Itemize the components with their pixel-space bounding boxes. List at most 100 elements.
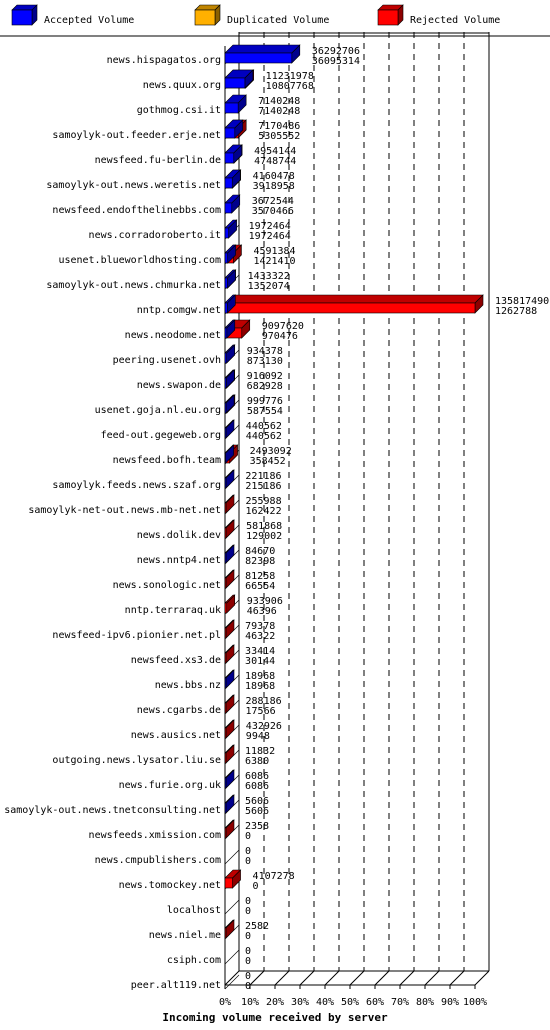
value-accepted: 7140248 [258,106,300,117]
value-total: 33414 [245,646,275,657]
bar-accepted [224,244,237,264]
value-accepted: 1262788 [495,306,537,317]
category-label: usenet.blueworldhosting.com [58,255,221,266]
value-total: 4591384 [253,246,295,257]
bar-accepted [224,344,236,364]
bar-rejected [224,644,235,664]
bar-accepted [224,369,235,389]
category-label: samoylyk-out.feeder.erje.net [52,130,221,141]
category-label: news.swapon.de [137,380,221,391]
x-axis-title: Incoming volume received by server [162,1011,388,1024]
category-label: outgoing.news.lysator.liu.se [52,755,221,766]
bar-rejected [224,294,484,314]
bar-accepted [224,544,235,564]
category-label: news.bbs.nz [155,680,221,691]
value-accepted: 66554 [245,581,275,592]
category-label: news.quux.org [143,80,221,91]
bar-accepted [224,794,235,814]
bar-accepted [224,294,237,314]
x-tick-label-7: 70% [391,997,409,1008]
value-accepted: 215186 [245,481,281,492]
value-total: 81258 [245,571,275,582]
category-labels: news.hispagatos.org news.quux.org gothmog.… [4,55,221,991]
category-label: usenet.goja.nl.eu.org [95,405,221,416]
row-depth-line [224,974,240,990]
legend-label-3: Rejected Volume [410,15,500,26]
value-accepted: 440562 [246,431,282,442]
bar-rejected [224,819,235,839]
category-label: news.nntp4.net [137,555,221,566]
value-total: 11231978 [266,71,314,82]
category-label: news.furie.org.uk [119,780,221,791]
value-accepted: 0 [245,856,251,867]
value-total: 2358 [245,821,269,832]
value-total: 2582 [245,921,269,932]
category-label: news.cgarbs.de [137,705,221,716]
x-axis: 0% 10% 20% 30% 40% 50% 60% 70% 80% 90% 100% [219,970,490,1008]
bar-rejected [224,569,235,589]
bar-accepted [224,44,301,64]
value-total: 0 [245,896,251,907]
x-tick-label-9: 90% [441,997,459,1008]
category-label: nntp.comgw.net [137,305,221,316]
value-total: 0 [245,946,251,957]
category-label: news.niel.me [149,930,221,941]
bar-accepted [224,269,237,289]
value-total: 934378 [247,346,283,357]
value-accepted: 46396 [247,606,277,617]
value-accepted: 46322 [245,631,275,642]
bar-rejected [224,869,242,889]
category-label: nntp.terraraq.uk [125,605,221,616]
value-accepted: 36095314 [312,56,360,67]
value-accepted: 6380 [245,756,269,767]
value-total: 7140248 [258,96,300,107]
floor-tick-1 [249,970,265,986]
value-accepted: 873130 [247,356,283,367]
value-accepted: 1972464 [249,231,291,242]
value-accepted: 30144 [245,656,275,667]
category-label: news.sonologic.net [113,580,221,591]
bar-rejected [224,594,236,614]
value-total: 0 [245,846,251,857]
value-accepted: 0 [245,906,251,917]
value-total: 221186 [245,471,281,482]
value-accepted: 6086 [245,781,269,792]
x-tick-label-2: 20% [266,997,284,1008]
x-tick-label-10: 100% [463,997,487,1008]
x-tick-label-8: 80% [416,997,434,1008]
value-accepted: 5606 [245,806,269,817]
value-accepted: 970476 [262,331,298,342]
value-total: 84670 [245,546,275,557]
value-accepted: 1352074 [248,281,290,292]
legend-label-1: Accepted Volume [44,15,134,26]
bar-rejected [224,694,235,714]
value-accepted: 18968 [245,681,275,692]
x-tick-label-4: 40% [316,997,334,1008]
floor-tick-3 [299,970,315,986]
value-accepted: 9948 [246,731,270,742]
value-accepted: 5305552 [258,131,300,142]
bar-accepted [224,194,241,214]
bar-accepted [224,169,241,189]
value-total: 7170486 [258,121,300,132]
category-label: news.neodome.net [125,330,221,341]
value-accepted: 82398 [245,556,275,567]
x-tick-label-1: 10% [241,997,259,1008]
category-label: newsfeed.fu-berlin.de [95,155,221,166]
x-tick-label-0: 0% [219,997,231,1008]
x-tick-label-6: 60% [366,997,384,1008]
value-accepted: 162422 [245,506,281,517]
floor-tick-4 [324,970,340,986]
category-label: gothmog.csi.it [137,105,221,116]
floor-tick-8 [424,970,440,986]
floor-tick-2 [274,970,290,986]
value-accepted: 4748744 [254,156,296,167]
value-accepted: 587554 [247,406,283,417]
value-total: 440562 [246,421,282,432]
row-depth-line [224,949,240,965]
value-accepted: 0 [253,881,259,892]
value-total: 255988 [245,496,281,507]
category-label: samoylyk.feeds.news.szaf.org [52,480,221,491]
